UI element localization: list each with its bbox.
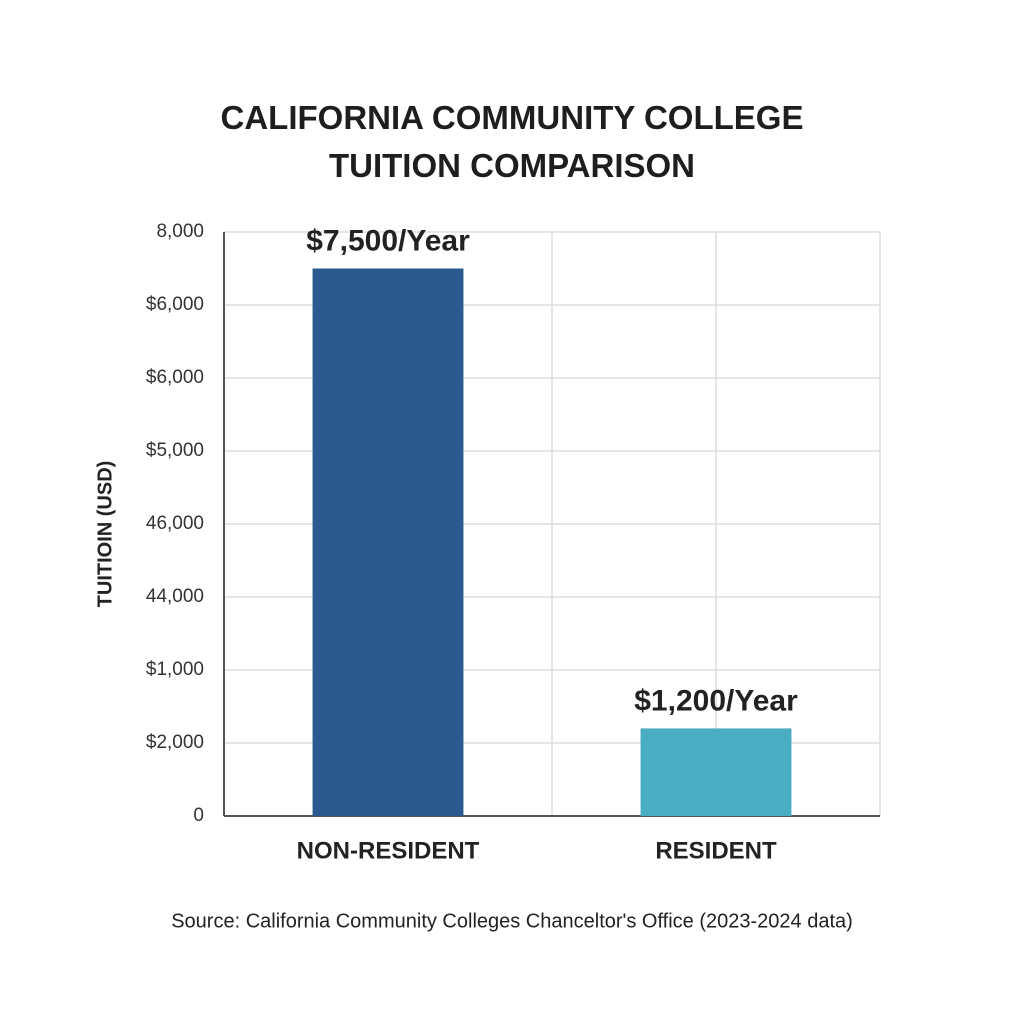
y-tick-label: $5,000 [146, 440, 204, 461]
y-tick-label: 44,000 [146, 586, 204, 607]
y-tick-label: $1,000 [146, 659, 204, 680]
x-tick-label: NON-RESIDENT [297, 837, 480, 864]
y-axis-label: TUITIOIN (USD) [94, 461, 116, 608]
value-label: $7,500/Year [306, 224, 470, 257]
value-label: $1,200/Year [634, 684, 798, 717]
y-tick-label: 0 [193, 805, 204, 826]
y-tick-label: $6,000 [146, 367, 204, 388]
y-tick-label: 8,000 [156, 221, 204, 242]
source-note: Source: California Community Colleges Ch… [171, 910, 853, 932]
y-tick-label: $2,000 [146, 732, 204, 753]
bar [640, 728, 792, 816]
y-tick-label: $6,000 [146, 294, 204, 315]
chart-title: CALIFORNIA COMMUNITY COLLEGE TUITION COM… [220, 99, 804, 184]
x-tick-label: RESIDENT [655, 837, 777, 864]
bar [312, 268, 464, 816]
y-tick-label: 46,000 [146, 513, 204, 534]
